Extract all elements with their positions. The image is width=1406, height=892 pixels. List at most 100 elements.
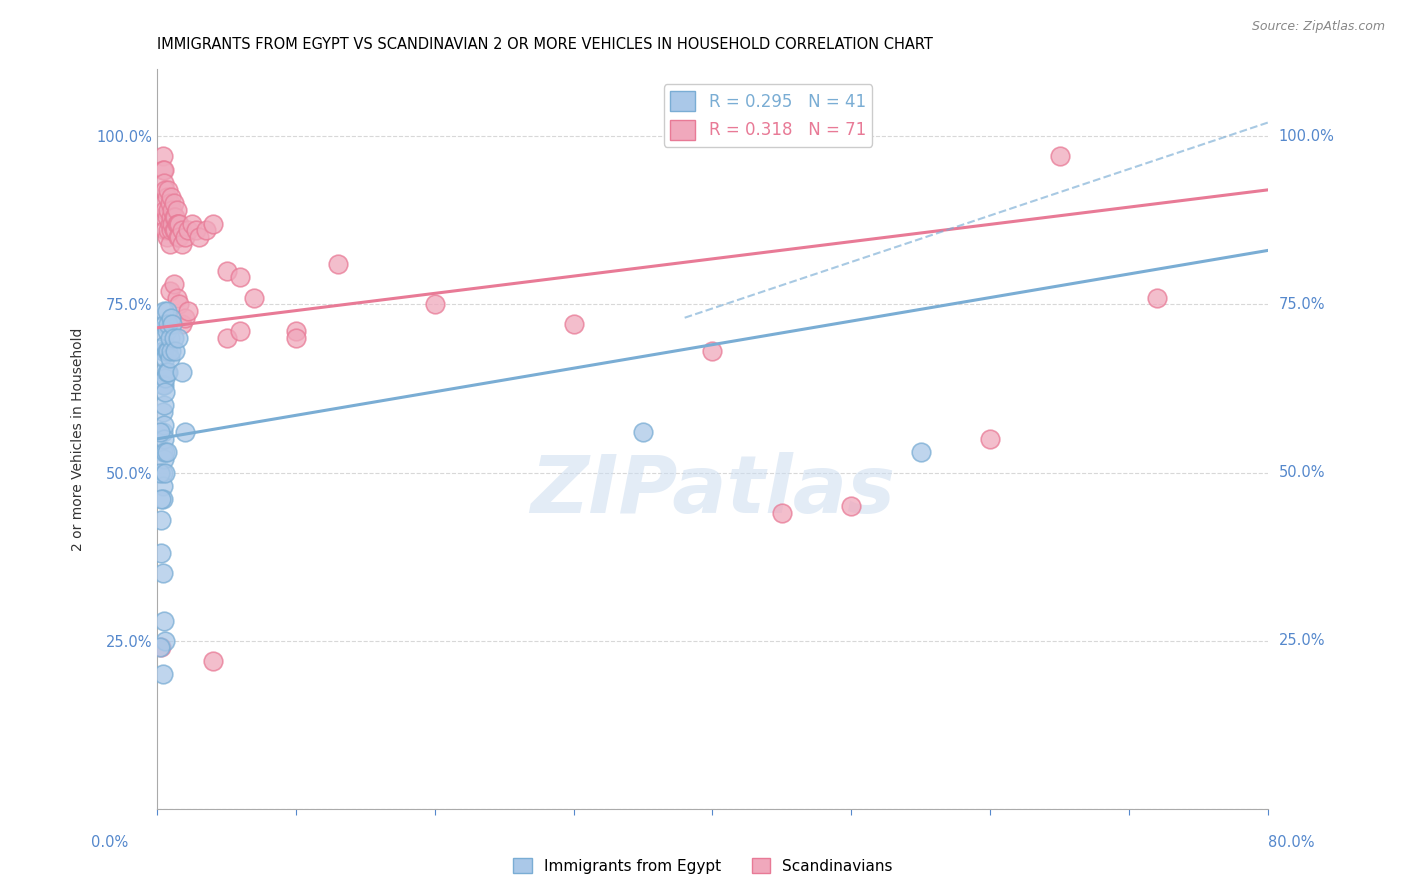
Text: 50.0%: 50.0% [1279, 465, 1326, 480]
Point [172, 236, 194, 251]
Point [187, 230, 209, 244]
Point [1146, 291, 1168, 305]
Point [159, 284, 181, 298]
Point [160, 310, 183, 325]
Point [702, 344, 724, 359]
Legend: Immigrants from Egypt, Scandinavians: Immigrants from Egypt, Scandinavians [508, 852, 898, 880]
Point [150, 324, 173, 338]
Point [149, 425, 172, 439]
Point [152, 344, 174, 359]
Point [155, 445, 177, 459]
Point [157, 365, 180, 379]
Point [152, 667, 174, 681]
Text: 25.0%: 25.0% [1279, 633, 1326, 648]
Point [229, 324, 252, 338]
Point [163, 277, 186, 291]
Point [184, 223, 207, 237]
Point [153, 196, 176, 211]
Point [172, 223, 194, 237]
Point [157, 203, 180, 218]
Point [839, 499, 862, 513]
Point [155, 371, 177, 385]
Point [172, 318, 194, 332]
Point [152, 445, 174, 459]
Point [153, 162, 176, 177]
Point [215, 263, 238, 277]
Point [156, 304, 179, 318]
Point [165, 210, 187, 224]
Point [157, 223, 180, 237]
Text: 80.0%: 80.0% [1268, 836, 1315, 850]
Point [173, 425, 195, 439]
Point [156, 324, 179, 338]
Point [163, 331, 186, 345]
Point [166, 203, 188, 218]
Point [166, 291, 188, 305]
Point [243, 291, 266, 305]
Point [153, 614, 176, 628]
Point [153, 398, 176, 412]
Text: 100.0%: 100.0% [1279, 128, 1334, 144]
Point [156, 189, 179, 203]
Point [163, 223, 186, 237]
Legend: R = 0.295   N = 41, R = 0.318   N = 71: R = 0.295 N = 41, R = 0.318 N = 71 [664, 85, 873, 147]
Point [157, 344, 180, 359]
Point [152, 378, 174, 392]
Point [167, 230, 190, 244]
Point [159, 196, 181, 211]
Point [166, 217, 188, 231]
Point [201, 217, 224, 231]
Text: 0.0%: 0.0% [91, 836, 128, 850]
Point [152, 162, 174, 177]
Point [163, 210, 186, 224]
Point [149, 640, 172, 655]
Point [153, 344, 176, 359]
Point [157, 318, 180, 332]
Text: ZIPatlas: ZIPatlas [530, 451, 896, 530]
Point [169, 217, 191, 231]
Point [152, 466, 174, 480]
Point [215, 331, 238, 345]
Point [155, 384, 177, 399]
Point [167, 331, 190, 345]
Point [162, 217, 184, 231]
Point [152, 492, 174, 507]
Text: 75.0%: 75.0% [1279, 297, 1326, 312]
Point [160, 223, 183, 237]
Point [155, 633, 177, 648]
Y-axis label: 2 or more Vehicles in Household: 2 or more Vehicles in Household [72, 327, 86, 550]
Text: IMMIGRANTS FROM EGYPT VS SCANDINAVIAN 2 OR MORE VEHICLES IN HOUSEHOLD CORRELATIO: IMMIGRANTS FROM EGYPT VS SCANDINAVIAN 2 … [157, 37, 934, 53]
Point [159, 331, 181, 345]
Point [150, 513, 173, 527]
Point [153, 452, 176, 467]
Point [173, 230, 195, 244]
Point [156, 445, 179, 459]
Point [155, 223, 177, 237]
Point [153, 176, 176, 190]
Point [153, 210, 176, 224]
Point [162, 203, 184, 218]
Point [160, 210, 183, 224]
Point [150, 492, 173, 507]
Point [979, 432, 1001, 446]
Point [284, 324, 307, 338]
Point [155, 337, 177, 351]
Text: Source: ZipAtlas.com: Source: ZipAtlas.com [1251, 20, 1385, 33]
Point [562, 318, 585, 332]
Point [160, 344, 183, 359]
Point [229, 270, 252, 285]
Point [194, 223, 217, 237]
Point [152, 149, 174, 163]
Point [163, 196, 186, 211]
Point [165, 344, 187, 359]
Point [162, 318, 184, 332]
Point [155, 203, 177, 218]
Point [1049, 149, 1071, 163]
Point [155, 183, 177, 197]
Point [152, 405, 174, 419]
Point [150, 640, 173, 655]
Point [156, 210, 179, 224]
Point [201, 654, 224, 668]
Point [155, 466, 177, 480]
Point [176, 223, 198, 237]
